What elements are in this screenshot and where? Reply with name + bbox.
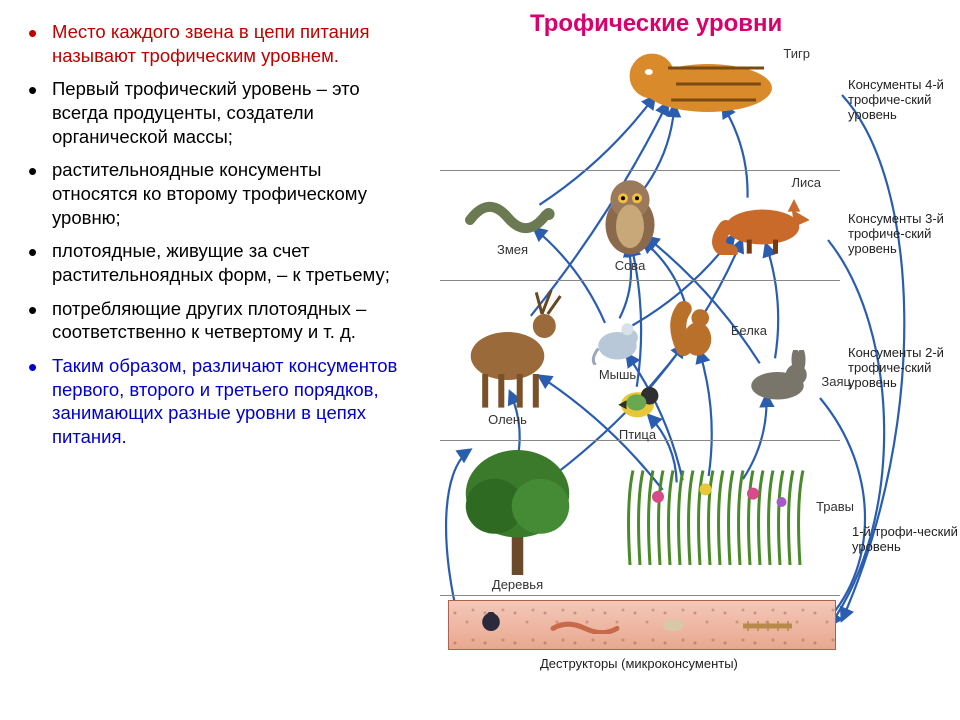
bullet-item: потребляющие других плотоядных – соответ… (28, 297, 400, 344)
level-label: 1-й трофи-ческий уровень (852, 525, 960, 555)
organism-label: Белка (731, 323, 767, 338)
diagram-title: Трофические уровни (530, 10, 782, 38)
arrow (766, 244, 778, 358)
organism-label: Змея (497, 242, 528, 257)
organism-grass: Травы (620, 460, 810, 565)
bullet-item: Первый трофический уровень – это всегда … (28, 77, 400, 148)
soil-critter (480, 612, 502, 632)
level-label: Консументы 4-й трофиче-ский уровень (848, 78, 958, 123)
organism-label: Травы (816, 499, 854, 514)
arrow-long (828, 240, 884, 625)
organism-squirrel: Белка (670, 300, 725, 360)
arrow (699, 351, 711, 476)
organism-tiger: Тигр (620, 40, 780, 120)
bullet-item: растительноядные консументы относятся ко… (28, 158, 400, 229)
level-divider (440, 595, 840, 596)
level-label: Консументы 2-й трофиче-ский уровень (848, 346, 958, 391)
bullet-list: Место каждого звена в цепи питания назыв… (28, 20, 400, 449)
organism-deer: Олень (450, 290, 565, 427)
level-divider (440, 280, 840, 281)
level-label: Консументы 3-й трофиче-ский уровень (848, 212, 958, 257)
organism-fox: Лиса (710, 185, 815, 255)
bullet-item: Место каждого звена в цепи питания назыв… (28, 20, 400, 67)
soil-critter (660, 616, 686, 634)
soil-critter (550, 620, 620, 634)
organism-label: Тигр (783, 46, 810, 61)
bullet-item: Таким образом, различают консументов пер… (28, 354, 400, 449)
organism-bird: Птица (610, 380, 665, 442)
organism-label: Заяц (821, 374, 851, 389)
destructor-label: Деструкторы (микроконсументы) (540, 656, 738, 671)
organism-owl: Сова (595, 178, 665, 273)
organism-tree: Деревья (460, 450, 575, 592)
diagram-panel: Трофические уровни Консументы 4-й трофич… (410, 0, 960, 720)
organism-label: Сова (615, 258, 646, 273)
bullet-item: плотоядные, живущие за счет растительноя… (28, 239, 400, 286)
level-divider (440, 170, 840, 171)
organism-label: Олень (488, 412, 527, 427)
soil-critter (740, 618, 795, 634)
organism-snake: Змея (465, 190, 560, 257)
text-panel: Место каждого звена в цепи питания назыв… (0, 0, 410, 720)
organism-mouse: Мышь (590, 310, 645, 382)
organism-label: Деревья (492, 577, 543, 592)
organism-label: Птица (619, 427, 656, 442)
organism-hare: Заяц (740, 350, 815, 405)
organism-label: Лиса (791, 175, 821, 190)
